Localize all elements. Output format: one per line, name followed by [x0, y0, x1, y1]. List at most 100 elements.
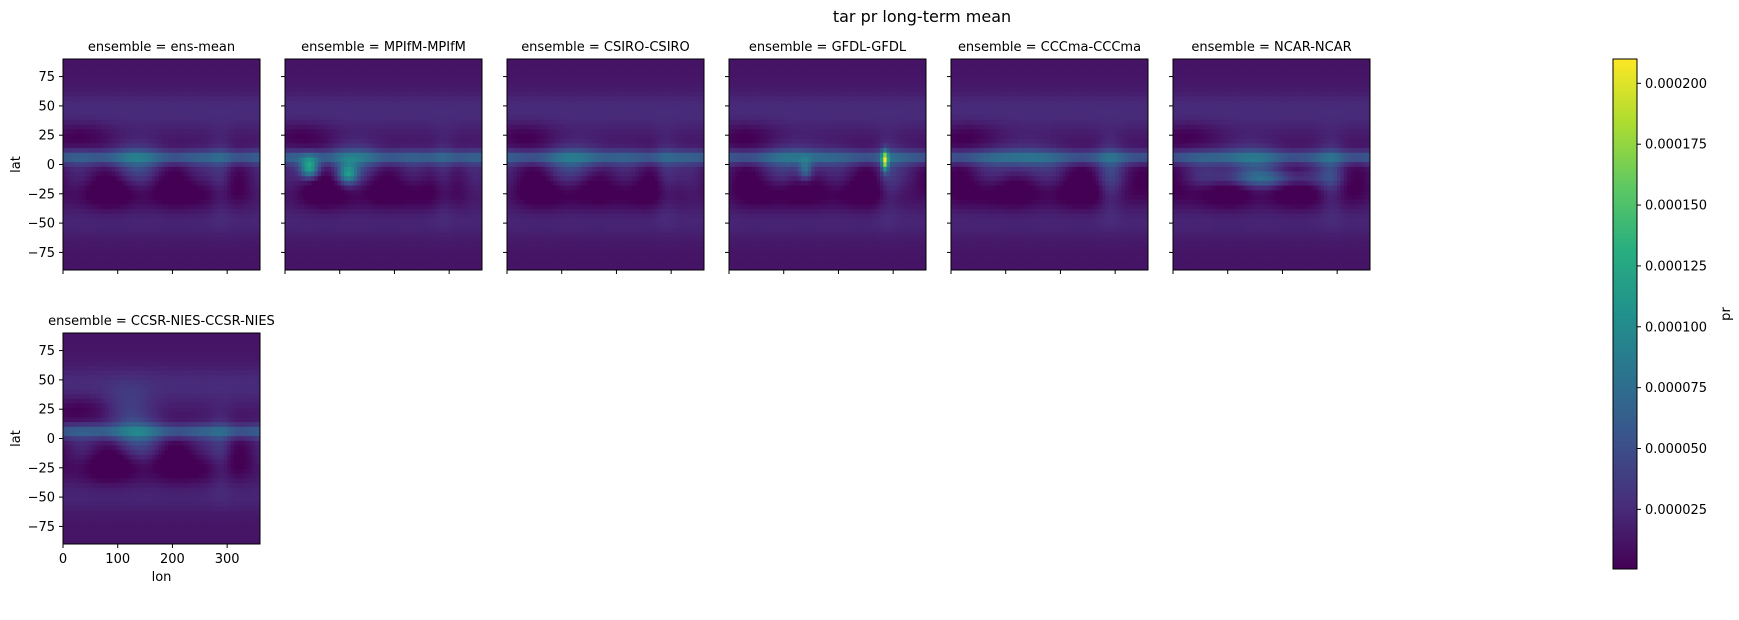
heatmap-cell	[403, 105, 407, 112]
heatmap-cell	[301, 82, 306, 88]
heatmap-cell	[413, 101, 417, 107]
heatmap-cell	[105, 124, 110, 130]
heatmap-cell	[177, 73, 182, 79]
heatmap-cell	[105, 138, 110, 144]
heatmap-cell	[115, 237, 120, 243]
heatmap-cell	[72, 115, 77, 121]
heatmap-cell	[122, 180, 126, 187]
heatmap-cell	[217, 227, 222, 233]
heatmap-cell	[409, 223, 414, 229]
heatmap-cell	[233, 237, 238, 243]
heatmap-cell	[396, 68, 401, 74]
heatmap-cell	[432, 115, 437, 121]
heatmap-cell	[347, 232, 352, 238]
heatmap-cell	[82, 180, 87, 187]
heatmap-cell	[459, 138, 463, 144]
heatmap-cell	[187, 157, 192, 163]
heatmap-cell	[253, 63, 258, 69]
heatmap-cell	[393, 148, 398, 154]
heatmap-cell	[413, 91, 417, 98]
heatmap-cell	[452, 59, 457, 65]
heatmap-cell	[154, 157, 159, 163]
heatmap-cell	[223, 91, 228, 98]
heatmap-cell	[475, 105, 480, 112]
heatmap-cell	[478, 134, 483, 140]
heatmap-cell	[291, 180, 296, 187]
heatmap-cell	[92, 134, 97, 140]
heatmap-cell	[63, 87, 67, 93]
heatmap-cell	[344, 91, 348, 98]
heatmap-cell	[187, 87, 192, 93]
heatmap-cell	[288, 96, 293, 102]
heatmap-cell	[105, 77, 110, 83]
heatmap-cell	[327, 96, 332, 102]
heatmap-cell	[230, 204, 235, 210]
heatmap-cell	[210, 129, 215, 135]
heatmap-cell	[108, 77, 113, 83]
heatmap-cell	[357, 105, 362, 112]
heatmap-cell	[168, 110, 172, 116]
heatmap-cell	[386, 157, 391, 163]
heatmap-cell	[452, 176, 457, 182]
heatmap-cell	[69, 180, 74, 187]
heatmap-cell	[177, 105, 182, 112]
heatmap-cell	[187, 265, 192, 271]
heatmap-cell	[353, 185, 358, 191]
heatmap-cell	[158, 176, 162, 182]
heatmap-cell	[445, 91, 450, 98]
heatmap-cell	[413, 152, 417, 158]
heatmap-cell	[89, 110, 94, 116]
heatmap-cell	[304, 190, 309, 196]
heatmap-cell	[171, 223, 176, 229]
heatmap-cell	[246, 138, 251, 144]
heatmap-cell	[184, 265, 189, 271]
heatmap-cell	[347, 227, 352, 233]
heatmap-cell	[288, 232, 293, 238]
heatmap-cell	[125, 59, 130, 65]
heatmap-cell	[357, 63, 362, 69]
heatmap-cell	[233, 246, 238, 252]
heatmap-cell	[102, 138, 107, 144]
heatmap-cell	[376, 180, 381, 187]
heatmap-cell	[330, 204, 335, 210]
heatmap-cell	[135, 148, 140, 154]
heatmap-cell	[253, 96, 258, 102]
heatmap-cell	[298, 180, 302, 187]
heatmap-cell	[230, 129, 235, 135]
heatmap-cell	[304, 115, 309, 121]
heatmap-cell	[409, 171, 414, 177]
heatmap-cell	[330, 124, 335, 130]
heatmap-cell	[468, 223, 473, 229]
heatmap-cell	[102, 119, 107, 126]
heatmap-cell	[105, 204, 110, 210]
heatmap-cell	[337, 82, 342, 88]
heatmap-cell	[118, 199, 123, 205]
heatmap-cell	[108, 82, 113, 88]
heatmap-cell	[380, 138, 384, 144]
heatmap-cell	[393, 115, 398, 121]
heatmap-cell	[301, 96, 306, 102]
heatmap-cell	[99, 105, 103, 112]
heatmap-cell	[419, 227, 424, 233]
heatmap-cell	[399, 227, 404, 233]
heatmap-cell	[233, 143, 238, 149]
heatmap-cell	[161, 152, 166, 158]
heatmap-cell	[432, 124, 437, 130]
heatmap-cell	[253, 68, 258, 74]
heatmap-cell	[115, 265, 120, 271]
heatmap-cell	[122, 101, 126, 107]
heatmap-cell	[240, 143, 245, 149]
heatmap-cell	[439, 115, 444, 121]
heatmap-cell	[288, 180, 293, 187]
heatmap-cell	[79, 246, 84, 252]
heatmap-cell	[406, 63, 411, 69]
heatmap-cell	[115, 124, 120, 130]
heatmap-cell	[314, 162, 319, 168]
heatmap-cell	[154, 166, 159, 173]
heatmap-cell	[416, 185, 421, 191]
heatmap-cell	[291, 101, 296, 107]
heatmap-cell	[436, 134, 440, 140]
heatmap-cell	[380, 199, 384, 205]
heatmap-cell	[151, 237, 156, 243]
heatmap-cell	[210, 77, 215, 83]
